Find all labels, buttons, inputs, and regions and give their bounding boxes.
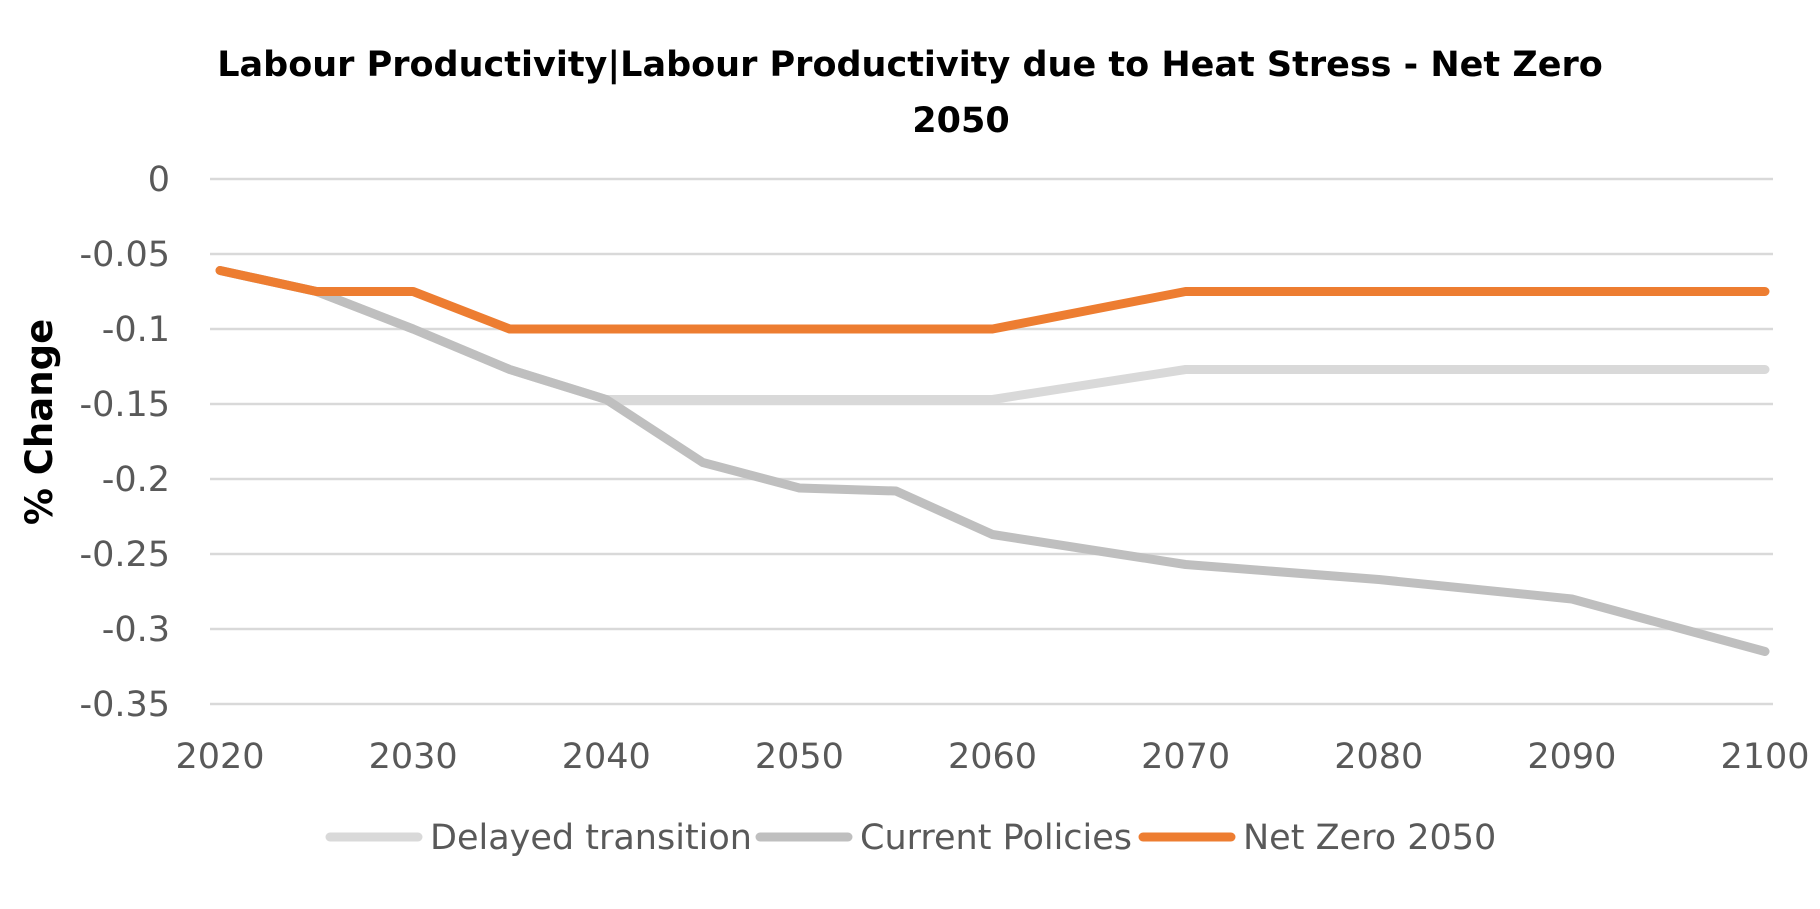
legend-label-delayed-transition: Delayed transition bbox=[430, 818, 752, 858]
x-axis-ticks: 2020 2030 2040 2050 2060 2070 2080 2090 2100 bbox=[175, 737, 1809, 777]
chart-title-line2: 2050 bbox=[912, 101, 1009, 141]
series-line-net-zero-2050 bbox=[215, 266, 1770, 334]
series-line-current-policies bbox=[215, 266, 1770, 656]
gridlines bbox=[210, 177, 1773, 706]
x-tick-label: 2080 bbox=[1334, 737, 1423, 777]
y-tick-label: -0.15 bbox=[79, 385, 170, 425]
y-tick-label: -0.35 bbox=[79, 685, 170, 725]
y-tick-label: 0 bbox=[148, 160, 170, 200]
y-tick-label: -0.25 bbox=[79, 535, 170, 575]
y-tick-label: -0.2 bbox=[102, 460, 170, 500]
x-tick-label: 2050 bbox=[755, 737, 844, 777]
x-tick-label: 2060 bbox=[948, 737, 1037, 777]
x-tick-label: 2070 bbox=[1141, 737, 1230, 777]
x-tick-label: 2090 bbox=[1527, 737, 1616, 777]
y-tick-label: -0.3 bbox=[102, 610, 170, 650]
chart-title-line1: Labour Productivity|Labour Productivity … bbox=[217, 45, 1603, 85]
legend: Delayed transition Current Policies Net Ze… bbox=[325, 818, 1496, 858]
y-axis-label: % Change bbox=[18, 319, 61, 525]
legend-label-net-zero-2050: Net Zero 2050 bbox=[1243, 818, 1496, 858]
y-axis-ticks: 0 -0.05 -0.1 -0.15 -0.2 -0.25 -0.3 -0.35 bbox=[79, 160, 170, 725]
y-tick-label: -0.05 bbox=[79, 235, 170, 275]
legend-label-current-policies: Current Policies bbox=[860, 818, 1132, 858]
x-tick-label: 2020 bbox=[175, 737, 264, 777]
x-tick-label: 2030 bbox=[369, 737, 458, 777]
y-tick-label: -0.1 bbox=[102, 310, 170, 350]
x-tick-label: 2040 bbox=[562, 737, 651, 777]
x-tick-label: 2100 bbox=[1720, 737, 1809, 777]
series-lines bbox=[215, 266, 1770, 656]
